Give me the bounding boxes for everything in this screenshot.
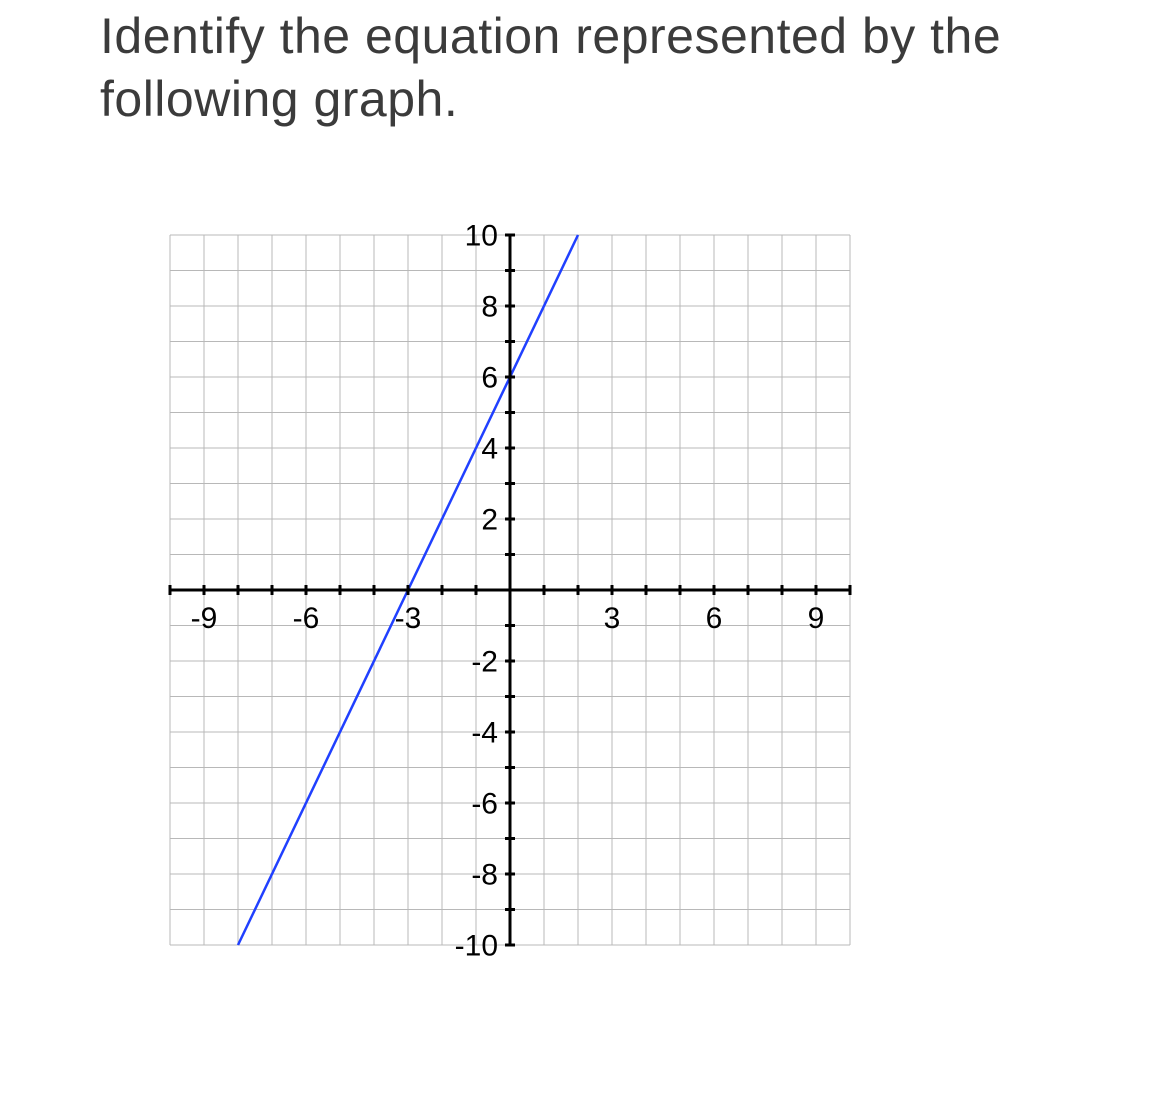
question-text: Identify the equation represented by the… [100,5,1070,130]
x-tick-label: 6 [706,602,723,635]
y-tick-label: 8 [481,291,498,324]
x-tick-label: 9 [808,602,825,635]
y-tick-label: 4 [481,433,498,466]
y-tick-label: 2 [481,504,498,537]
x-tick-label: -6 [293,602,320,635]
graph-chart: -9 -6 -3 3 6 9 10 8 6 4 2 -2 -4 -6 -8 -10 [150,185,870,995]
y-tick-label: 6 [481,362,498,395]
x-tick-label: -3 [395,602,422,635]
x-tick-label: 3 [604,602,621,635]
y-tick-label: -4 [471,717,498,750]
y-tick-label: -6 [471,788,498,821]
graph-svg: -9 -6 -3 3 6 9 10 8 6 4 2 -2 -4 -6 -8 -10 [150,185,870,995]
x-tick-label: -9 [191,602,218,635]
y-tick-label: -2 [471,646,498,679]
y-tick-label: -10 [455,930,498,963]
y-tick-label: 10 [465,220,498,253]
y-tick-label: -8 [471,859,498,892]
